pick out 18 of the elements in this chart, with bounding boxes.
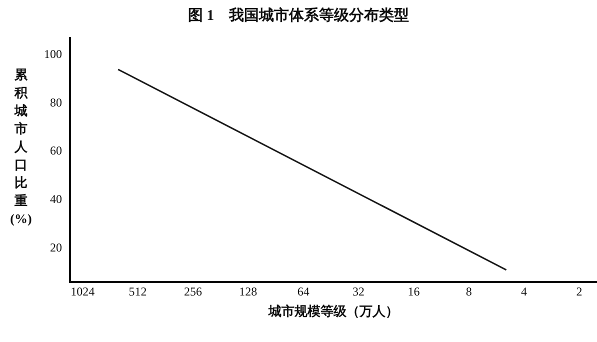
y-tick-label: 20 (50, 240, 62, 254)
y-tick-label: 60 (50, 144, 62, 158)
x-tick-label: 32 (352, 284, 365, 298)
x-tick-label: 16 (408, 284, 420, 298)
x-tick-label: 2 (576, 284, 582, 298)
chart-title: 图 1 我国城市体系等级分布类型 (186, 6, 410, 25)
x-tick-label: 64 (297, 284, 310, 298)
x-tick-label: 128 (239, 284, 258, 298)
y-tick-label: 100 (44, 47, 62, 62)
x-tick-label: 512 (128, 284, 147, 298)
x-tick-label: 1024 (70, 284, 95, 298)
y-tick-label: 40 (50, 192, 62, 206)
y-tick-label: 80 (50, 95, 62, 110)
x-tick-label: 256 (184, 284, 202, 298)
x-tick-label: 4 (521, 284, 528, 298)
x-tick-label: 8 (466, 284, 472, 298)
x-axis-title: 城市规模等级（万人） (268, 304, 398, 319)
text: 累积城市人口比重(%) (10, 67, 32, 226)
